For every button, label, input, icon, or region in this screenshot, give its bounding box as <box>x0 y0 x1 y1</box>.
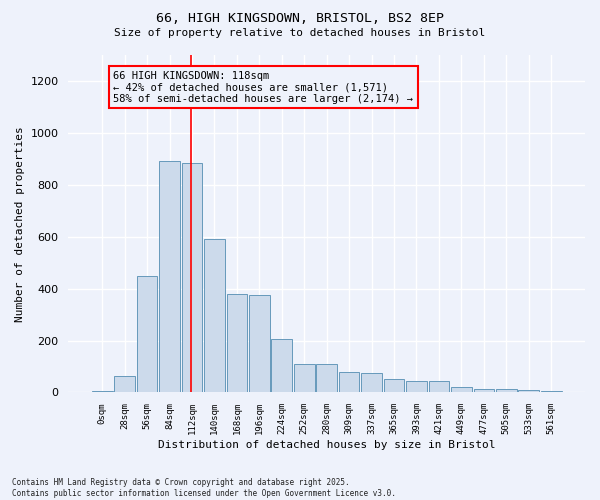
Bar <box>428 381 449 392</box>
X-axis label: Distribution of detached houses by size in Bristol: Distribution of detached houses by size … <box>158 440 496 450</box>
Text: Contains HM Land Registry data © Crown copyright and database right 2025.
Contai: Contains HM Land Registry data © Crown c… <box>12 478 396 498</box>
Bar <box>92 391 113 392</box>
Bar <box>204 240 225 392</box>
Bar <box>518 390 539 392</box>
Text: 66 HIGH KINGSDOWN: 118sqm
← 42% of detached houses are smaller (1,571)
58% of se: 66 HIGH KINGSDOWN: 118sqm ← 42% of detac… <box>113 70 413 104</box>
Bar <box>451 388 472 392</box>
Bar <box>473 388 494 392</box>
Bar <box>182 162 202 392</box>
Y-axis label: Number of detached properties: Number of detached properties <box>15 126 25 322</box>
Bar <box>227 294 247 392</box>
Text: Size of property relative to detached houses in Bristol: Size of property relative to detached ho… <box>115 28 485 38</box>
Bar <box>294 364 314 392</box>
Text: 66, HIGH KINGSDOWN, BRISTOL, BS2 8EP: 66, HIGH KINGSDOWN, BRISTOL, BS2 8EP <box>156 12 444 26</box>
Bar <box>406 381 427 392</box>
Bar <box>271 340 292 392</box>
Bar <box>249 295 269 392</box>
Bar <box>115 376 135 392</box>
Bar <box>137 276 157 392</box>
Bar <box>384 380 404 392</box>
Bar <box>496 389 517 392</box>
Bar <box>361 373 382 392</box>
Bar <box>316 364 337 392</box>
Bar <box>159 162 180 392</box>
Bar <box>339 372 359 392</box>
